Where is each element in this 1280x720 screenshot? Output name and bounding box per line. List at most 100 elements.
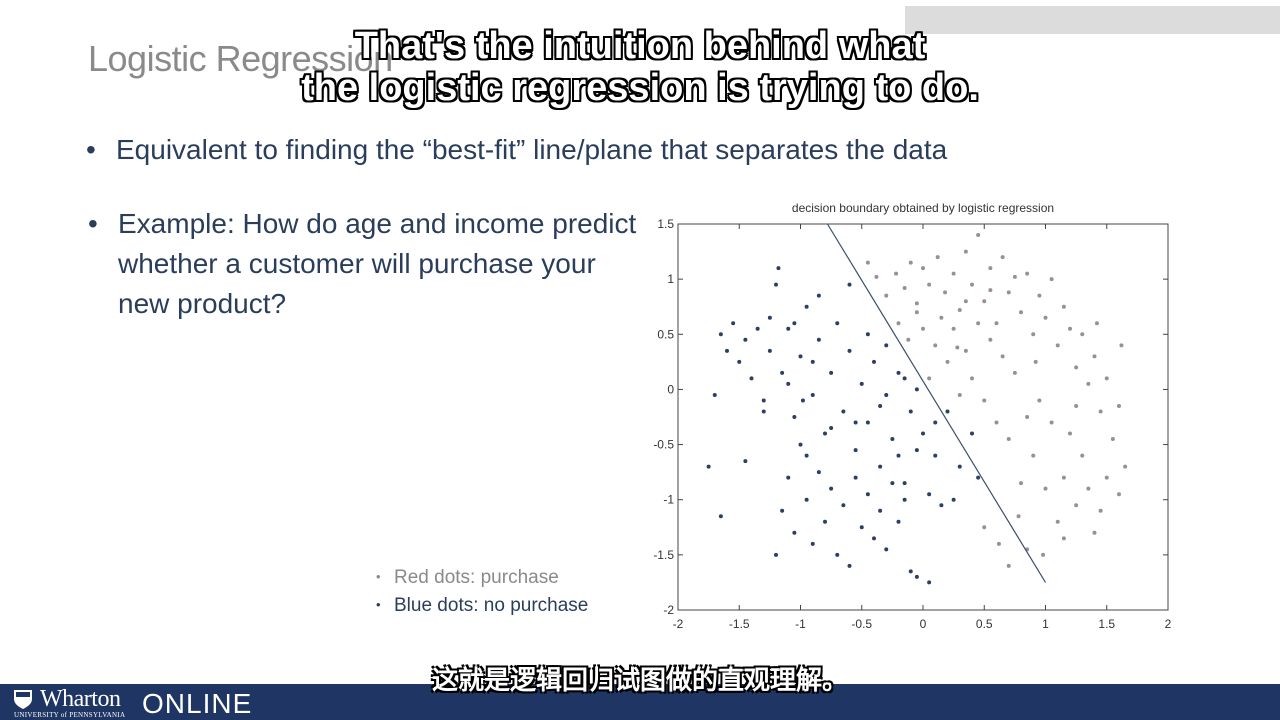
no-purchase-point — [951, 497, 956, 502]
no-purchase-point — [853, 475, 858, 480]
subtitle-chinese: 这就是逻辑回归试图做的直观理解。 — [431, 665, 848, 695]
purchase-point — [976, 233, 981, 238]
purchase-point — [982, 525, 987, 530]
purchase-point — [963, 348, 968, 353]
purchase-point — [1000, 255, 1005, 260]
bullet-example: • Example: How do age and income predict… — [88, 204, 638, 324]
purchase-point — [1098, 508, 1103, 513]
purchase-point — [1104, 475, 1109, 480]
wharton-logo-text: Wharton — [40, 686, 121, 712]
purchase-point — [1086, 381, 1091, 386]
purchase-point — [865, 260, 870, 265]
no-purchase-point — [908, 569, 913, 574]
no-purchase-point — [804, 497, 809, 502]
purchase-point — [988, 288, 993, 293]
purchase-point — [1123, 464, 1128, 469]
purchase-point — [1119, 343, 1124, 348]
purchase-point — [935, 255, 940, 260]
purchase-point — [1033, 359, 1038, 364]
no-purchase-point — [731, 321, 736, 326]
no-purchase-point — [865, 420, 870, 425]
no-purchase-point — [890, 437, 895, 442]
no-purchase-point — [970, 431, 974, 436]
purchase-point — [970, 376, 974, 381]
x-tick-label: -1.5 — [729, 617, 750, 631]
no-purchase-point — [878, 403, 883, 408]
bullet-text: Equivalent to finding the “best-fit” lin… — [116, 134, 948, 165]
purchase-point — [1043, 315, 1048, 320]
purchase-point — [1041, 552, 1046, 557]
subtitle-english-line-2: the logistic regression is trying to do. — [301, 67, 979, 109]
no-purchase-point — [792, 321, 797, 326]
purchase-point — [914, 301, 919, 306]
decision-boundary-line — [826, 223, 1047, 583]
penn-shield-icon — [14, 690, 32, 709]
no-purchase-point — [810, 541, 815, 546]
x-tick-label: -1 — [795, 617, 806, 631]
no-purchase-point — [800, 398, 805, 403]
no-purchase-point — [743, 459, 748, 464]
no-purchase-point — [878, 508, 883, 513]
y-tick-label: -1.5 — [653, 548, 674, 562]
purchase-point — [1061, 304, 1066, 309]
purchase-point — [896, 321, 901, 326]
no-purchase-point — [890, 481, 895, 486]
no-purchase-point — [957, 464, 962, 469]
purchase-point — [1104, 376, 1109, 381]
y-tick-label: 0.5 — [657, 327, 674, 341]
no-purchase-point — [725, 348, 729, 353]
purchase-point — [1092, 530, 1097, 535]
no-purchase-point — [774, 282, 778, 287]
purchase-point — [927, 282, 932, 287]
purchase-point — [1000, 354, 1005, 359]
purchase-point — [921, 326, 925, 331]
purchase-point — [921, 266, 925, 271]
x-tick-label: 2 — [1165, 617, 1172, 631]
no-purchase-point — [847, 348, 852, 353]
no-purchase-point — [976, 475, 981, 480]
bullet-best-fit: • Equivalent to finding the “best-fit” l… — [86, 130, 948, 170]
purchase-point — [963, 299, 968, 304]
purchase-point — [1055, 343, 1060, 348]
no-purchase-point — [816, 337, 821, 342]
no-purchase-point — [847, 282, 852, 287]
no-purchase-point — [927, 492, 932, 497]
purchase-point — [1012, 274, 1017, 279]
purchase-point — [1074, 503, 1079, 508]
no-purchase-point — [792, 415, 797, 419]
purchase-point — [1012, 370, 1017, 375]
purchase-point — [1061, 475, 1066, 480]
purchase-point — [894, 271, 899, 276]
bullet-marker: • — [86, 134, 96, 165]
purchase-point — [908, 260, 913, 265]
purchase-point — [914, 310, 919, 315]
purchase-point — [1080, 453, 1085, 458]
x-tick-label: 0.5 — [976, 617, 993, 631]
no-purchase-point — [841, 503, 846, 508]
purchase-point — [1117, 403, 1121, 408]
no-purchase-point — [914, 448, 919, 453]
no-purchase-point — [786, 381, 791, 386]
no-purchase-point — [865, 332, 870, 337]
legend-no-purchase-label: Blue dots: no purchase — [394, 595, 589, 616]
x-tick-label: 0 — [920, 617, 927, 631]
chart-legend: • Red dots: purchase • Blue dots: no purch… — [376, 563, 588, 619]
no-purchase-point — [902, 497, 907, 502]
chart-title: decision boundary obtained by logistic r… — [792, 201, 1054, 215]
no-purchase-point — [804, 453, 809, 458]
purchase-point — [1031, 332, 1036, 337]
no-purchase-point — [914, 574, 919, 579]
no-purchase-point — [933, 420, 938, 425]
legend-purchase-marker: • — [376, 569, 381, 584]
purchase-point — [955, 345, 960, 350]
no-purchase-point — [884, 547, 889, 552]
purchase-point — [1031, 453, 1036, 458]
no-purchase-point — [908, 409, 913, 414]
no-purchase-point — [896, 370, 901, 375]
bullet-text: Example: How do age and income predict w… — [118, 208, 637, 319]
purchase-point — [943, 290, 948, 295]
no-purchase-point — [878, 464, 883, 469]
purchase-point — [1117, 492, 1121, 497]
no-purchase-point — [792, 530, 797, 535]
purchase-point — [1037, 293, 1042, 298]
